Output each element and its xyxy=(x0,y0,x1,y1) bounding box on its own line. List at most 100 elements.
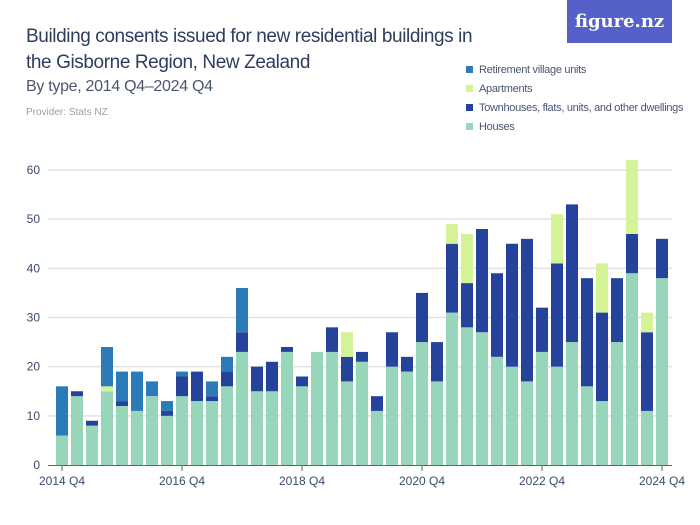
legend-item-retirement: Retirement village units xyxy=(466,60,683,79)
bar-segment xyxy=(236,351,248,465)
chart-title: Building consents issued for new residen… xyxy=(26,26,473,73)
legend-swatch xyxy=(466,85,473,92)
bar-segment xyxy=(551,263,563,367)
bar-segment xyxy=(191,371,203,402)
bar-segment xyxy=(611,342,623,465)
y-tick-label: 20 xyxy=(27,360,41,374)
bar-segment xyxy=(236,288,248,333)
bar-segment xyxy=(416,292,428,343)
bar-segment xyxy=(401,371,413,465)
bar-segment xyxy=(281,347,293,352)
bar-segment xyxy=(656,278,668,465)
bar-segment xyxy=(191,401,203,465)
bar-segment xyxy=(611,278,623,343)
bar-segment xyxy=(431,381,443,465)
bar-segment xyxy=(521,381,533,465)
bar-segment xyxy=(461,327,473,465)
bar-segment xyxy=(266,391,278,465)
y-tick-label: 40 xyxy=(27,261,41,275)
legend-label: Retirement village units xyxy=(479,63,587,76)
bar-segment xyxy=(116,401,128,406)
bar-segment xyxy=(71,391,83,397)
legend-label: Houses xyxy=(479,120,515,133)
bar-segment xyxy=(116,371,128,402)
bar-segment xyxy=(581,278,593,387)
bar-segment xyxy=(626,273,638,465)
bar-segment xyxy=(296,376,308,387)
bar-segment xyxy=(71,396,83,465)
bar-segment xyxy=(236,332,248,352)
bar-segment xyxy=(221,371,233,387)
bar-segment xyxy=(656,238,668,279)
bar-segment xyxy=(401,356,413,372)
bar-segment xyxy=(296,386,308,465)
legend-item-houses: Houses xyxy=(466,117,683,136)
bar-segment xyxy=(566,204,578,343)
bar-segment xyxy=(416,342,428,465)
bar-segment xyxy=(266,361,278,392)
x-tick-label: 2022 Q4 xyxy=(519,474,565,488)
bar-segment xyxy=(56,435,68,465)
bar-segment xyxy=(551,214,563,264)
y-tick-label: 10 xyxy=(27,409,41,423)
bar-segment xyxy=(131,371,143,411)
figure-nz-logo[interactable]: figure.nz xyxy=(567,0,672,43)
y-tick-label: 50 xyxy=(27,212,41,226)
legend-label: Apartments xyxy=(479,82,533,95)
bar-segment xyxy=(251,366,263,392)
bar-segment xyxy=(131,410,143,465)
bar-segment xyxy=(521,238,533,382)
bar-segment xyxy=(251,391,263,465)
x-tick-label: 2020 Q4 xyxy=(399,474,445,488)
bar-segment xyxy=(461,233,473,284)
bar-segment xyxy=(341,332,353,357)
bar-segment xyxy=(491,273,503,357)
legend-swatch xyxy=(466,123,473,130)
bar-segment xyxy=(101,391,113,465)
bar-segment xyxy=(341,381,353,465)
bar-segment xyxy=(641,312,653,333)
legend-swatch xyxy=(466,104,473,111)
bar-segment xyxy=(446,243,458,313)
bar-segment xyxy=(371,396,383,411)
bar-segment xyxy=(536,307,548,352)
bar-segment xyxy=(461,283,473,328)
bar-segment xyxy=(446,224,458,244)
chart-subtitle: By type, 2014 Q4–2024 Q4 xyxy=(26,78,213,95)
bar-segment xyxy=(371,410,383,465)
bar-segment xyxy=(596,312,608,402)
x-tick-label: 2024 Q4 xyxy=(639,474,685,488)
bar-segment xyxy=(101,347,113,387)
bar-segment xyxy=(56,386,68,436)
bar-segment xyxy=(161,410,173,416)
bar-segment xyxy=(476,332,488,465)
bar-segment xyxy=(491,356,503,465)
bar-segment xyxy=(86,420,98,426)
bar-segment xyxy=(206,381,218,397)
bar-segment xyxy=(116,406,128,465)
bar-segment xyxy=(431,342,443,382)
bar-segment xyxy=(161,415,173,465)
bar-segment xyxy=(581,386,593,465)
bar-segment xyxy=(146,396,158,465)
bar-segment xyxy=(641,410,653,465)
bar-segment xyxy=(506,366,518,465)
bar-segment xyxy=(386,366,398,465)
bar-segment xyxy=(566,342,578,465)
x-tick-label: 2014 Q4 xyxy=(39,474,85,488)
bar-segment xyxy=(326,327,338,352)
provider-text: Provider: Stats NZ xyxy=(26,107,108,118)
bar-segment xyxy=(176,371,188,377)
bar-segment xyxy=(281,351,293,465)
bar-segment xyxy=(356,361,368,465)
bar-segment xyxy=(221,356,233,372)
y-tick-label: 0 xyxy=(33,458,40,472)
legend-item-apartments: Apartments xyxy=(466,79,683,98)
bar-segment xyxy=(356,351,368,362)
bar-segment xyxy=(596,263,608,313)
bar-segment xyxy=(101,386,113,392)
legend-swatch xyxy=(466,66,473,73)
bar-segment xyxy=(641,332,653,411)
